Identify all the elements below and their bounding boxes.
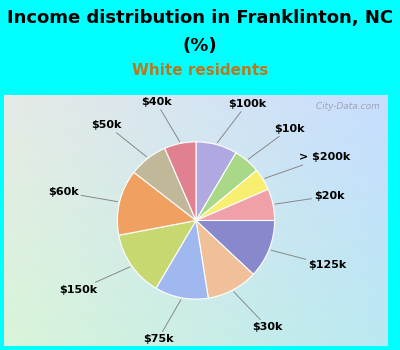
Text: White residents: White residents	[132, 63, 268, 78]
Text: $30k: $30k	[234, 292, 283, 332]
Text: City-Data.com: City-Data.com	[314, 102, 380, 111]
Text: $40k: $40k	[141, 97, 180, 141]
Text: $125k: $125k	[271, 250, 347, 270]
Text: $20k: $20k	[275, 191, 345, 204]
Text: $75k: $75k	[143, 300, 181, 344]
Wedge shape	[196, 220, 275, 274]
Wedge shape	[117, 172, 196, 235]
Wedge shape	[196, 142, 236, 220]
Wedge shape	[134, 148, 196, 220]
Text: Income distribution in Franklinton, NC: Income distribution in Franklinton, NC	[7, 9, 393, 27]
Wedge shape	[196, 189, 275, 220]
Wedge shape	[156, 220, 208, 299]
Text: $50k: $50k	[92, 120, 146, 157]
Wedge shape	[196, 153, 256, 220]
Text: $100k: $100k	[217, 99, 266, 143]
Wedge shape	[196, 220, 253, 298]
Text: (%): (%)	[183, 37, 217, 55]
Text: > $200k: > $200k	[265, 152, 350, 178]
Wedge shape	[196, 170, 268, 220]
Wedge shape	[165, 142, 196, 220]
Text: $150k: $150k	[59, 267, 130, 295]
Text: $10k: $10k	[248, 124, 305, 159]
Text: $60k: $60k	[48, 187, 118, 202]
Wedge shape	[119, 220, 196, 288]
